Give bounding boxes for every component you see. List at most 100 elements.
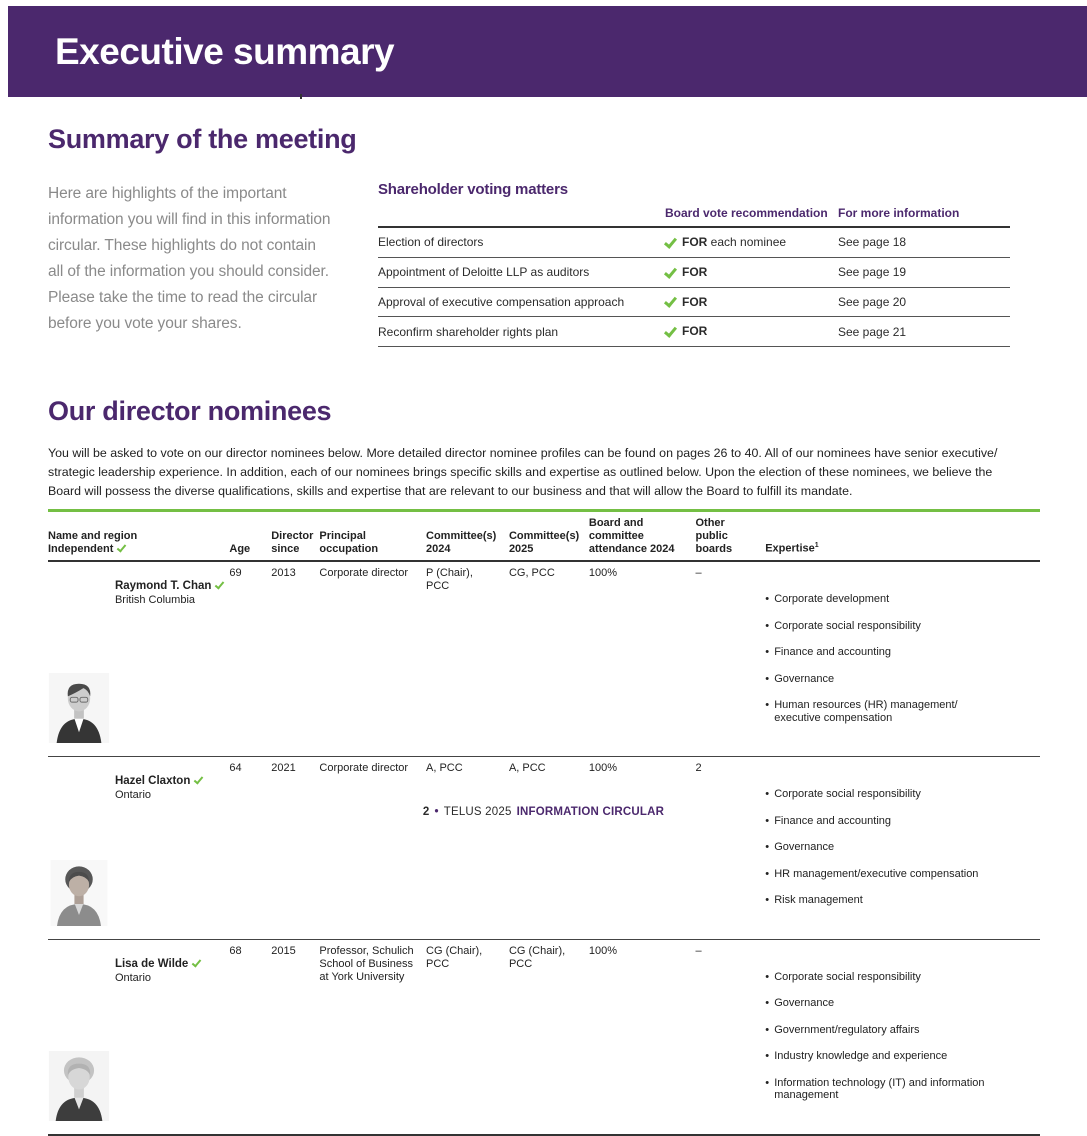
voting-col-matter — [378, 206, 665, 228]
meeting-section-heading: Summary of the meeting — [48, 124, 357, 154]
nominee-committees-2024: P (Chair), PCC — [426, 561, 509, 757]
voting-matters-table: Board vote recommendation For more infor… — [378, 206, 1010, 348]
nominee-age: 69 — [229, 561, 272, 757]
check-icon — [117, 542, 127, 553]
check-icon — [663, 234, 678, 249]
vote-for-label: FOR — [682, 324, 708, 339]
intro-line: information you will find in this inform… — [48, 211, 331, 228]
nominee-committees-2024: A, PCC — [426, 756, 509, 940]
voting-matter: Approval of executive compensation appro… — [378, 287, 665, 318]
nominee-since: 2015 — [271, 939, 320, 1136]
check-icon — [215, 579, 225, 590]
nominee-committees-2025: A, PCC — [508, 756, 589, 940]
col-age: Age — [229, 510, 272, 562]
col-director-since: Director since — [271, 510, 320, 562]
nominee-expertise: Corporate development Corporate social r… — [765, 561, 1040, 757]
footer-bullet: • — [434, 806, 439, 818]
check-icon — [192, 957, 202, 968]
intro-line: circular. These highlights do not contai… — [48, 237, 316, 254]
nominee-other-boards: 2 — [695, 756, 766, 940]
voting-matters-title: Shareholder voting matters — [378, 181, 568, 198]
nominee-region: Ontario — [114, 789, 152, 801]
banner-title: Executive summary — [55, 30, 395, 72]
footer-doc-title: INFORMATION CIRCULAR — [516, 806, 665, 818]
expertise-item: Corporate social responsibility — [765, 788, 1005, 801]
voting-info: See page 20 — [838, 287, 1010, 318]
expertise-item: Finance and accounting — [765, 646, 1005, 659]
col-name-region: Name and region Independent — [48, 510, 230, 562]
expertise-item: Governance — [765, 997, 1005, 1010]
nominee-committees-2025: CG, PCC — [508, 561, 589, 757]
intro-line: all of the information you should consid… — [48, 263, 329, 280]
expertise-item: Information technology (IT) and informat… — [765, 1077, 1005, 1102]
nominee-age: 64 — [229, 756, 272, 940]
nominee-name-cell: Lisa de Wilde Ontario — [114, 939, 230, 1136]
meeting-intro-paragraph: Here are highlights of the important inf… — [48, 181, 378, 337]
voting-row: Appointment of Deloitte LLP as auditors … — [378, 257, 1010, 288]
nominee-other-boards: – — [695, 561, 766, 757]
expertise-item: Industry knowledge and experience — [765, 1050, 1005, 1063]
voting-row: Reconfirm shareholder rights plan FOR Se… — [378, 316, 1010, 348]
col-committees-2024: Committee(s) 2024 — [426, 510, 509, 562]
col-committees-2025: Committee(s) 2025 — [508, 510, 589, 562]
nominee-committees-2025: CG (Chair), PCC — [508, 939, 589, 1136]
voting-recommendation: FOR — [663, 316, 838, 348]
voting-matter: Appointment of Deloitte LLP as auditors — [378, 257, 665, 288]
nominee-occupation: Corporate director — [319, 756, 427, 940]
nominee-row: Lisa de Wilde Ontario 68 2015 Professor,… — [48, 939, 1040, 1136]
nominee-since: 2013 — [271, 561, 320, 757]
vote-for-label: FOR — [682, 264, 708, 279]
voting-info: See page 21 — [838, 316, 1010, 348]
nominee-expertise: Corporate social responsibility Finance … — [765, 756, 1040, 940]
nominee-since: 2021 — [271, 756, 320, 940]
nominee-name: Hazel Claxton — [114, 775, 191, 787]
voting-recommendation: FOR — [663, 287, 838, 318]
nominee-attendance: 100% — [588, 939, 696, 1136]
nominees-intro-paragraph: You will be asked to vote on our directo… — [48, 444, 1048, 501]
voting-matters-panel: Shareholder voting matters Board vote re… — [378, 181, 1010, 348]
nominee-name-cell: Raymond T. Chan British Columbia — [114, 561, 230, 757]
expertise-item: Governance — [765, 841, 1005, 854]
nominee-expertise: Corporate social responsibility Governan… — [765, 939, 1040, 1136]
page-footer: 2 • TELUS 2025 INFORMATION CIRCULAR — [0, 806, 1087, 818]
intro-line: You will be asked to vote on our directo… — [48, 446, 998, 460]
voting-info: See page 18 — [838, 227, 1010, 258]
expertise-item: HR management/executive compensation — [765, 868, 1005, 881]
vote-for-label: FOR — [682, 235, 708, 249]
nominee-photo — [48, 756, 115, 940]
intro-line: Here are highlights of the important — [48, 185, 287, 202]
nominee-region: Ontario — [114, 971, 152, 984]
nominee-other-boards: – — [695, 939, 766, 1136]
col-attendance: Board and committee attendance 2024 — [588, 510, 696, 562]
voting-recommendation: FOR — [663, 257, 838, 288]
intro-line: strategic leadership experience. In addi… — [48, 465, 993, 479]
check-icon — [663, 264, 678, 279]
nominee-photo — [48, 561, 115, 757]
vote-for-suffix: each nominee — [707, 235, 787, 249]
nominee-age: 68 — [229, 939, 272, 1136]
voting-col-info: For more information — [838, 206, 1010, 228]
voting-row: Election of directors FOR each nominee S… — [378, 227, 1010, 258]
expertise-item: Corporate development — [765, 593, 1005, 606]
voting-header-row: Board vote recommendation For more infor… — [378, 206, 1010, 228]
voting-recommendation: FOR each nominee — [663, 227, 838, 258]
nominee-row: Hazel Claxton Ontario 64 2021 Corporate … — [48, 756, 1040, 940]
nominee-photo — [48, 939, 115, 1136]
footer-page-number: 2 — [422, 806, 430, 818]
vote-for-label: FOR — [682, 294, 708, 309]
expertise-item: Corporate social responsibility — [765, 620, 1005, 633]
check-icon — [194, 774, 204, 785]
expertise-item: Human resources (HR) management/ executi… — [765, 699, 1005, 724]
intro-line: Board will possess the diverse qualifica… — [48, 484, 853, 498]
voting-col-recommendation: Board vote recommendation — [665, 206, 838, 228]
voting-row: Approval of executive compensation appro… — [378, 287, 1010, 318]
expertise-item: Corporate social responsibility — [765, 971, 1005, 984]
intro-line: before you vote your shares. — [48, 315, 242, 332]
voting-info: See page 19 — [838, 257, 1010, 288]
nominee-region: British Columbia — [114, 594, 196, 606]
voting-matter: Reconfirm shareholder rights plan — [378, 316, 665, 348]
page-banner: Executive summary — [8, 6, 1087, 97]
nominee-attendance: 100% — [588, 561, 696, 757]
expertise-item: Risk management — [765, 894, 1005, 907]
nominee-name-cell: Hazel Claxton Ontario — [114, 756, 230, 940]
